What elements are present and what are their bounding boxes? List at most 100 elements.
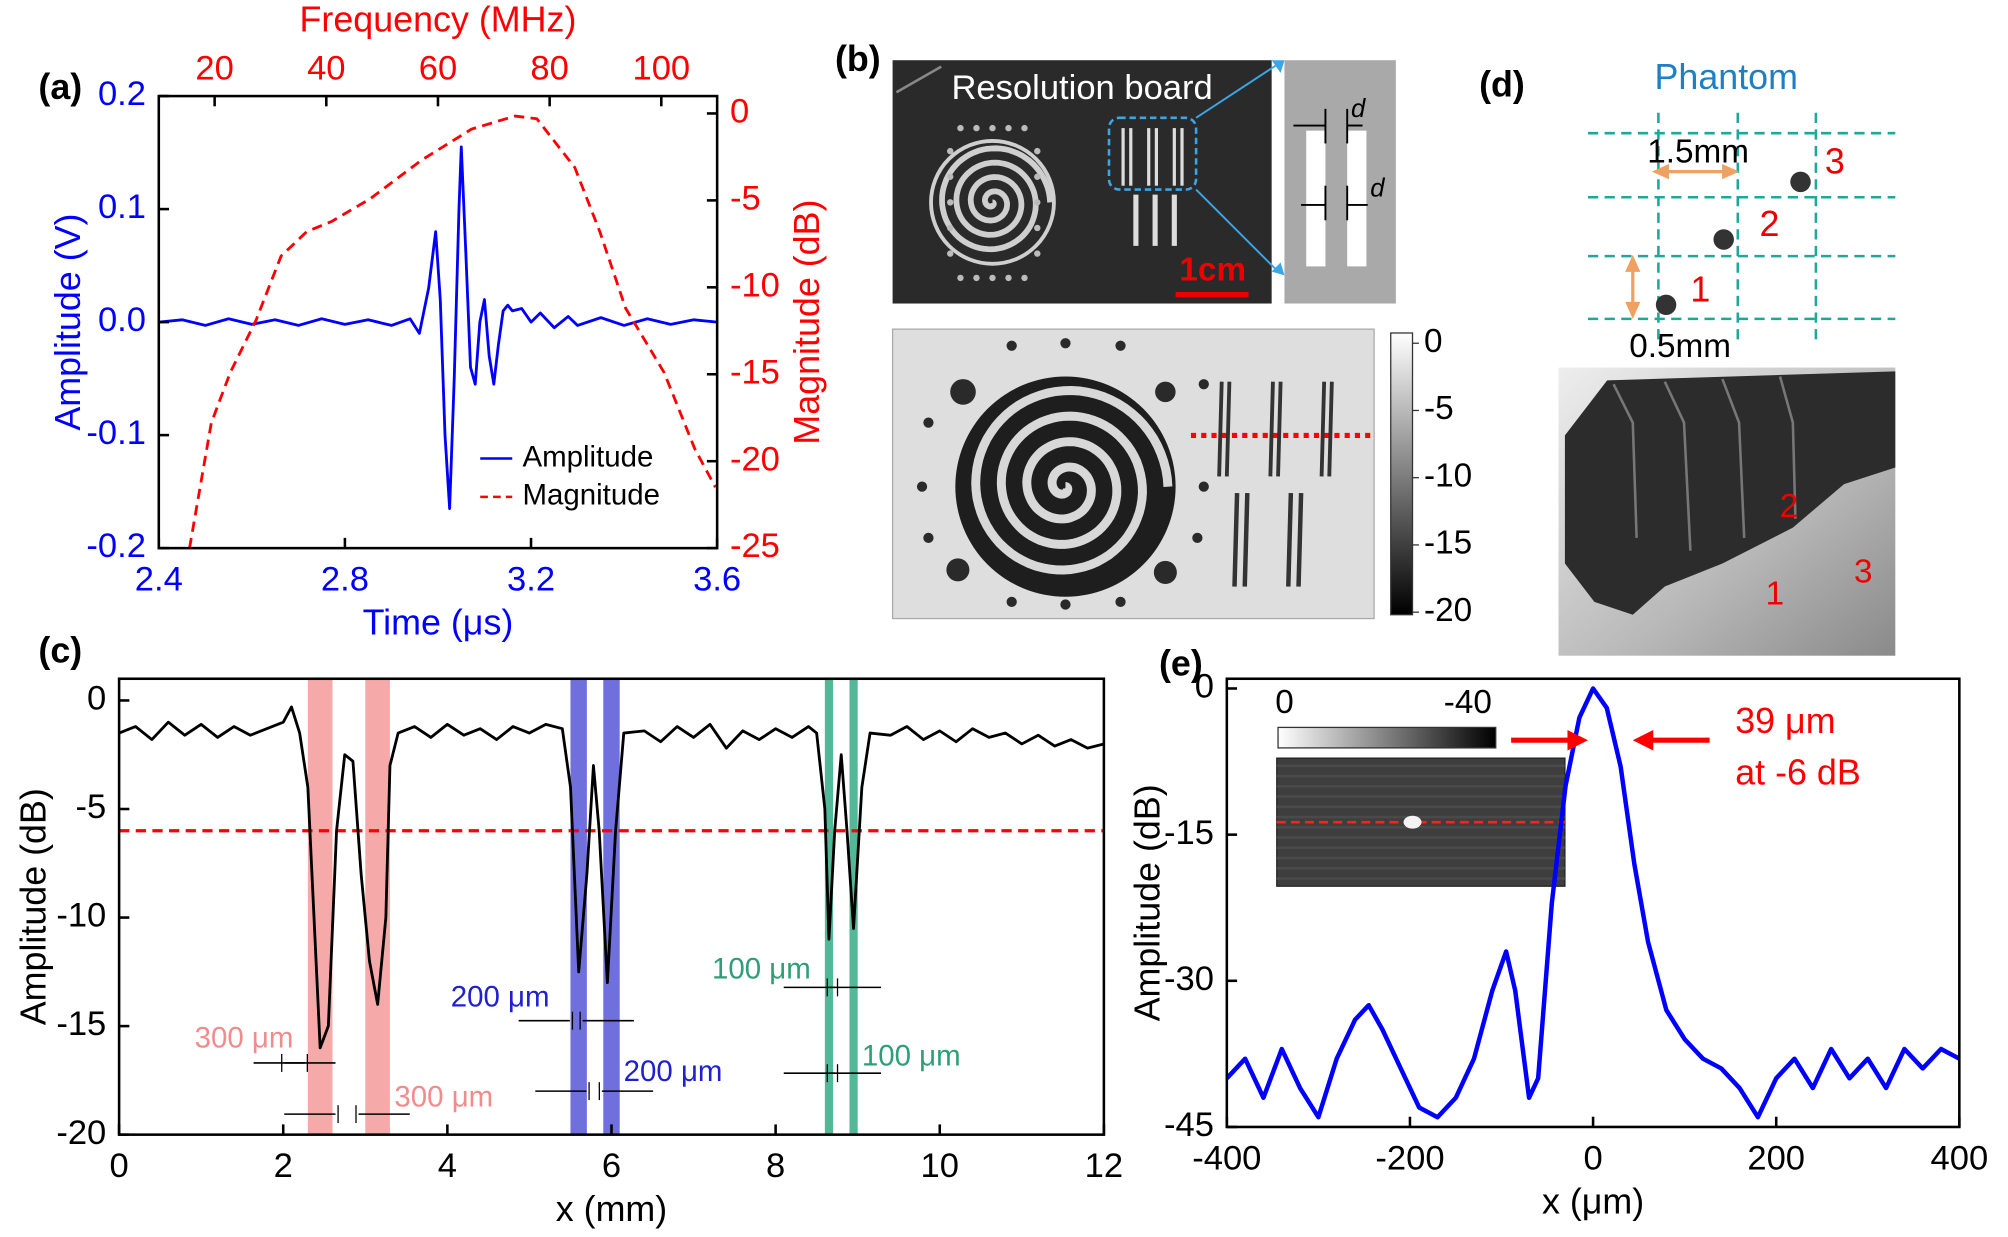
y2-tick-label: 0 xyxy=(730,93,749,131)
fwhm-arrow-head xyxy=(1567,729,1588,751)
dot xyxy=(1006,340,1017,351)
target xyxy=(1713,229,1734,250)
x-tick-label: 0 xyxy=(109,1147,128,1185)
x-tick-label: 200 xyxy=(1747,1139,1805,1177)
board-title: Resolution board xyxy=(951,69,1212,107)
dot xyxy=(1060,338,1071,349)
photo-label: 3 xyxy=(1854,554,1873,591)
dot xyxy=(1005,124,1012,132)
x-tick-label: 2.8 xyxy=(321,561,369,599)
streak xyxy=(895,65,942,94)
x2-tick-label: 20 xyxy=(195,50,233,88)
dot xyxy=(947,147,954,155)
bar xyxy=(1327,381,1334,477)
x-tick-label: 8 xyxy=(766,1147,785,1185)
x-tick-label: 2 xyxy=(274,1147,293,1185)
fwhm-arrow-head xyxy=(1632,729,1654,751)
data-line xyxy=(188,114,717,549)
dot xyxy=(1153,560,1177,584)
x-axis-label: Time (μs) xyxy=(363,602,514,642)
y-tick-label: -15 xyxy=(1164,814,1214,852)
x-tick-label: 3.6 xyxy=(693,561,741,599)
dot xyxy=(1115,340,1126,351)
dot xyxy=(1034,173,1041,180)
data-line xyxy=(119,705,1104,1050)
dot xyxy=(1198,481,1209,492)
inset-colorbar-label: 0 xyxy=(1275,684,1294,721)
dot xyxy=(1198,379,1209,390)
dot xyxy=(1034,147,1041,155)
dot xyxy=(946,558,970,582)
dot xyxy=(947,199,954,206)
y-tick-label: -15 xyxy=(56,1005,106,1043)
panel-label: (b) xyxy=(835,39,881,79)
zoom-line xyxy=(1195,63,1279,119)
annotation: 200 μm xyxy=(451,981,550,1014)
photo-label: 1 xyxy=(1766,575,1785,612)
legend-label: Amplitude xyxy=(522,440,653,473)
annotation: 100 μm xyxy=(862,1040,961,1073)
dot xyxy=(923,532,934,544)
d-markers xyxy=(1293,108,1368,221)
y-tick-label: 0 xyxy=(87,680,106,718)
colorbar-label: 0 xyxy=(1424,323,1443,360)
chart: -20 -15 -10 -5 0 0 2 4 6 8 10 12 x (mm) Amplitude (dB… xyxy=(13,631,1123,1229)
dot xyxy=(1115,596,1126,608)
dot xyxy=(950,379,976,405)
x-tick-label: 4 xyxy=(438,1147,457,1185)
dimension-label: 1.5mm xyxy=(1647,133,1749,170)
dot xyxy=(1155,381,1176,403)
dot xyxy=(1034,250,1041,257)
colorbar-label: -20 xyxy=(1424,592,1472,629)
zoom-arrow xyxy=(1271,262,1285,276)
x-tick-label: 0 xyxy=(1583,1139,1602,1177)
annotation: 200 μm xyxy=(624,1055,723,1088)
colorbar xyxy=(1390,332,1414,616)
y2-axis-label: Magnitude (dB) xyxy=(787,200,827,445)
zoom-view xyxy=(1284,60,1396,304)
dimension-arrows xyxy=(1625,164,1740,319)
phantom-grid xyxy=(1587,112,1896,340)
annotation: at -6 dB xyxy=(1735,752,1861,792)
dot xyxy=(989,124,996,132)
band xyxy=(307,678,333,1135)
scale-bar-label: 1cm xyxy=(1179,251,1246,288)
target-label: 3 xyxy=(1825,141,1845,181)
y-tick-label: -10 xyxy=(56,897,106,935)
zoom-arrow xyxy=(1271,60,1285,74)
d-label: d xyxy=(1351,95,1366,123)
colorbar-label: -15 xyxy=(1424,525,1472,562)
y2-tick-label: -10 xyxy=(730,266,780,304)
y2-tick-label: -25 xyxy=(730,527,780,565)
dot xyxy=(947,224,954,232)
dot xyxy=(1021,274,1028,282)
panel-b: (b) Resolution board 1cm d d 0 -5 -10 -15 -2… xyxy=(835,39,1472,629)
dot xyxy=(973,274,980,282)
bar xyxy=(1217,381,1224,477)
chart: -0.2 -0.1 0.0 0.1 0.2 2.4 2.8 3.2 3.6-25 -20 -15 -1… xyxy=(38,0,826,642)
dot xyxy=(957,274,964,282)
dot xyxy=(916,481,928,492)
inset-spot xyxy=(1403,815,1422,829)
x-tick-label: 10 xyxy=(921,1147,959,1185)
phantom-title: Phantom xyxy=(1655,57,1798,97)
bar xyxy=(1268,381,1275,477)
y-axis-label: Amplitude (V) xyxy=(48,214,88,431)
annotation: 39 μm xyxy=(1735,701,1835,741)
dot xyxy=(989,274,996,282)
x2-tick-label: 80 xyxy=(530,50,568,88)
y2-tick-label: -20 xyxy=(730,440,780,478)
colorbar-label: -5 xyxy=(1424,390,1454,427)
y-tick-label: -20 xyxy=(56,1114,106,1152)
data-line xyxy=(158,145,718,510)
x-tick-label: 400 xyxy=(1931,1139,1989,1177)
y-tick-label: -45 xyxy=(1164,1106,1214,1144)
panel-label: (e) xyxy=(1159,643,1203,683)
d-label: d xyxy=(1370,174,1385,202)
y-tick-label: -0.1 xyxy=(86,414,146,452)
x-tick-label: 3.2 xyxy=(507,561,555,599)
y-tick-label: 0.2 xyxy=(98,75,146,113)
target-label: 2 xyxy=(1760,204,1780,244)
